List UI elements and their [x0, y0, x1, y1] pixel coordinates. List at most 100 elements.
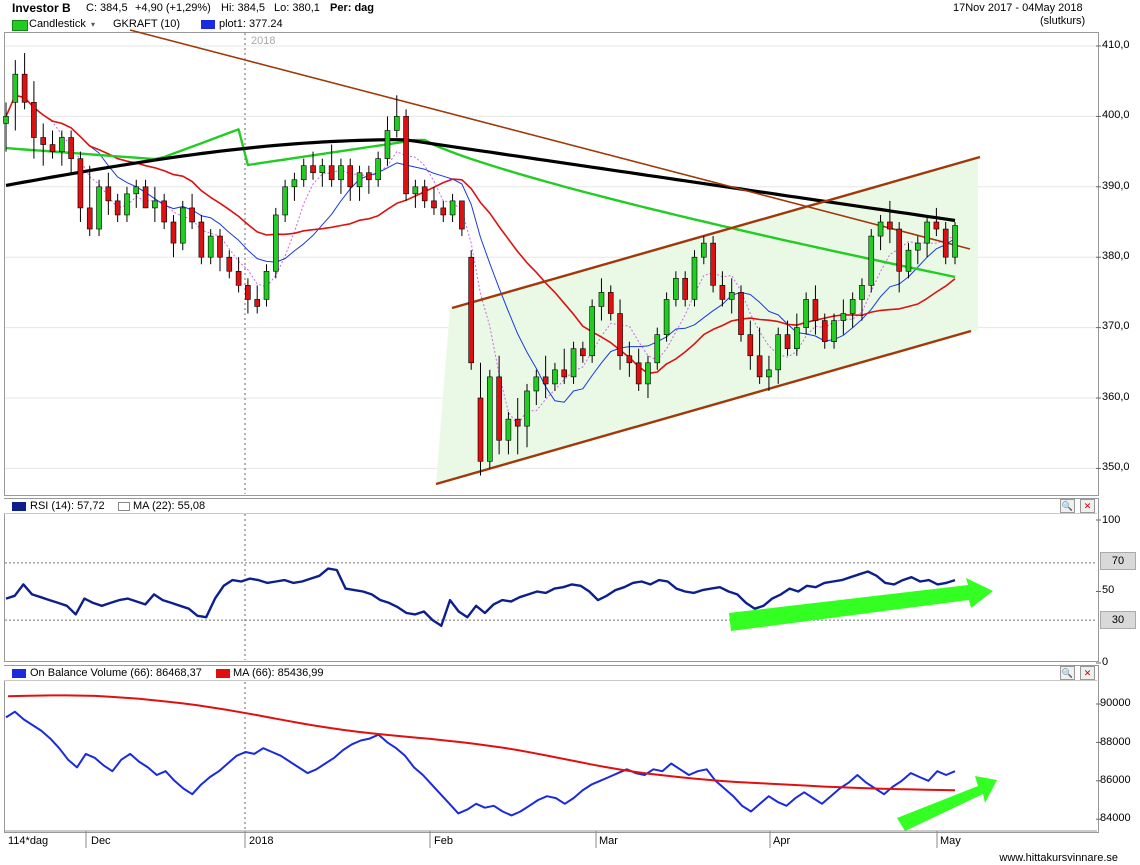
candle-body: [21, 73, 28, 103]
rsi-overbought-chip: 70: [1100, 552, 1136, 570]
rsi-ma-swatch: [118, 502, 130, 511]
candlestick-dropdown-icon[interactable]: ▾: [91, 20, 96, 29]
candle-body: [831, 320, 837, 342]
candle-body: [198, 221, 205, 258]
candle-body: [682, 278, 688, 300]
candle-body: [375, 158, 381, 181]
candle-body: [505, 418, 512, 441]
candle-body: [384, 130, 391, 159]
range-note: (slutkurs): [1040, 15, 1086, 27]
candle-body: [412, 186, 419, 195]
change-value: +4,90 (+1,29%): [135, 2, 211, 14]
candle-body: [775, 334, 782, 371]
obv-panel-frame: [4, 665, 1099, 833]
candle-body: [31, 102, 37, 138]
candle-body: [487, 376, 493, 462]
obv-trend-arrow: [897, 776, 997, 831]
candle-body: [942, 228, 949, 258]
obv-ma-swatch: [216, 669, 230, 678]
rsi-close-button[interactable]: ✕: [1080, 499, 1095, 513]
x-tick-label: Apr: [773, 835, 791, 847]
close-value: C: 384,5: [86, 2, 128, 14]
candle-body: [366, 172, 372, 181]
price-tick-label: 360,0: [1102, 391, 1130, 403]
plot1-legend-label: plot1: 377.24: [219, 18, 283, 30]
obv-chart: [5, 682, 1101, 831]
candle-body: [514, 418, 521, 427]
candle-body: [254, 299, 261, 307]
candle-body: [170, 221, 177, 244]
candle-body: [887, 221, 893, 230]
footer-url: www.hittakursvinnare.se: [999, 852, 1118, 864]
candle-body: [710, 242, 716, 286]
x-tick-label: Mar: [599, 835, 618, 847]
rsi-swatch: [12, 502, 26, 511]
x-axis: [4, 830, 1097, 848]
candle-body: [924, 221, 930, 244]
rsi-ma-label: MA (22): 55,08: [133, 500, 206, 512]
candle-body: [245, 285, 251, 300]
candlestick-legend-label: Candlestick: [29, 18, 86, 30]
rsi-tick-label: 0: [1102, 656, 1109, 668]
candle-body: [849, 299, 856, 314]
obv-zoom-button[interactable]: 🔍: [1060, 666, 1075, 680]
candle-body: [142, 186, 149, 209]
candle-body: [68, 137, 74, 159]
candle-body: [319, 165, 326, 174]
chart-header: Investor B C: 384,5 +4,90 (+1,29%) Hi: 3…: [0, 0, 1140, 27]
candle-body: [747, 334, 754, 357]
candle-body: [96, 186, 102, 230]
candle-body: [905, 249, 912, 272]
obv-close-button[interactable]: ✕: [1080, 666, 1095, 680]
candle-body: [691, 256, 698, 300]
rsi-zoom-button[interactable]: 🔍: [1060, 499, 1075, 513]
candle-body: [840, 313, 847, 321]
candle-body: [570, 348, 577, 378]
candle-body: [338, 165, 344, 181]
x-tick-label: 2018: [249, 835, 274, 847]
candle-body: [673, 278, 679, 300]
gkraft-legend-label: GKRAFT (10): [113, 18, 181, 30]
candle-body: [626, 355, 633, 364]
candle-body: [124, 193, 130, 216]
candle-body: [952, 225, 958, 258]
period-value: Per: dag: [330, 2, 375, 14]
date-range: 17Nov 2017 - 04May 2018: [953, 2, 1083, 14]
candle-body: [114, 200, 121, 216]
rsi-tick-label: 50: [1102, 584, 1115, 596]
candle-body: [896, 228, 902, 272]
obv-tick-label: 86000: [1100, 774, 1131, 786]
rsi-header: RSI (14): 57,72 MA (22): 55,08 🔍 ✕: [4, 499, 1097, 514]
candle-body: [152, 200, 158, 209]
candle-body: [207, 235, 214, 258]
price-legend: Candlestick ▾ GKRAFT (10) plot1: 377.24: [0, 17, 900, 31]
candle-body: [561, 369, 568, 378]
channel-upper-line: [451, 155, 981, 310]
plot1-swatch: [201, 20, 215, 29]
candle-body: [477, 397, 484, 462]
candle-body: [440, 207, 447, 216]
period-label: 114*dag: [8, 835, 49, 847]
x-tick-label: May: [940, 835, 961, 847]
obv-line: [5, 710, 956, 817]
candle-body: [496, 376, 502, 441]
candle-body: [189, 207, 195, 223]
channel-lower-line: [435, 329, 972, 486]
candle-body: [914, 242, 921, 251]
candle-body: [421, 186, 428, 202]
low-value: Lo: 380,1: [274, 2, 320, 14]
candle-body: [347, 165, 354, 188]
rsi-oversold-chip: 30: [1100, 611, 1136, 629]
candle-body: [431, 200, 437, 209]
candle-body: [663, 299, 670, 335]
price-tick-label: 390,0: [1102, 180, 1130, 192]
candle-body: [728, 292, 735, 300]
candle-body: [784, 334, 791, 350]
candle-body: [607, 292, 614, 314]
candlestick-swatch: [12, 20, 28, 31]
candle-body: [552, 369, 558, 385]
candle-body: [468, 256, 474, 364]
candle-body: [877, 221, 884, 237]
candle-body: [933, 221, 940, 230]
